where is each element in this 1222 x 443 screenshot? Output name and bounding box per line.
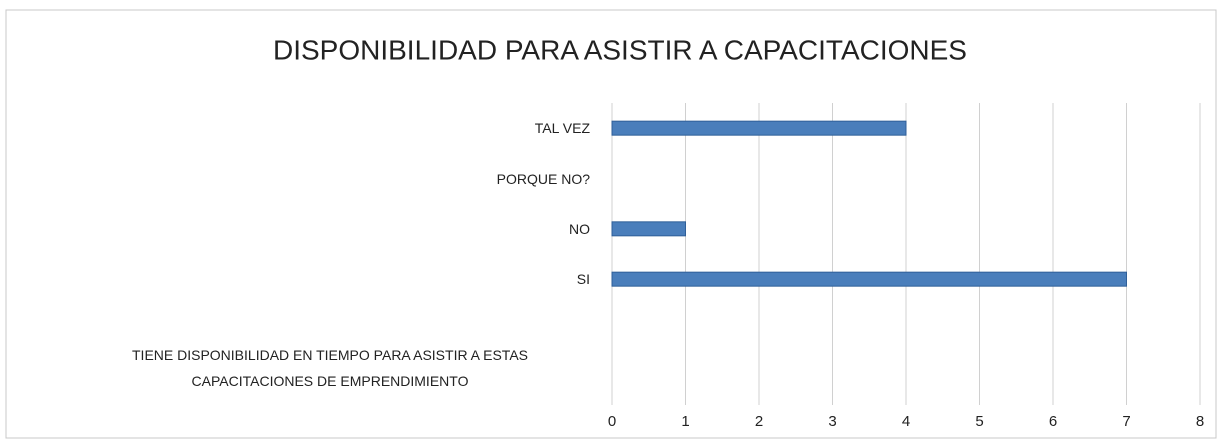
y-tick-label: TAL VEZ xyxy=(534,120,590,137)
x-tick-label: 0 xyxy=(608,413,616,430)
y-tick-label: NO xyxy=(569,220,590,237)
x-tick-label: 1 xyxy=(681,413,689,430)
x-tick-label: 5 xyxy=(975,413,983,430)
y-tick-label: TIENE DISPONIBILIDAD EN TIEMPO PARA ASIS… xyxy=(132,346,528,389)
chart-title: DISPONIBILIDAD PARA ASISTIR A CAPACITACI… xyxy=(273,34,967,65)
y-tick-label: PORQUE NO? xyxy=(496,170,590,187)
y-tick-label: SI xyxy=(576,271,590,288)
bar xyxy=(611,271,1127,287)
x-tick-label: 3 xyxy=(828,413,836,430)
chart-frame xyxy=(5,9,1217,439)
bar xyxy=(611,221,686,237)
bar xyxy=(611,120,907,136)
x-tick-label: 2 xyxy=(755,413,763,430)
x-tick-label: 6 xyxy=(1049,413,1057,430)
x-tick-label: 7 xyxy=(1122,413,1130,430)
x-tick-label: 4 xyxy=(902,413,910,430)
x-tick-label: 8 xyxy=(1196,413,1204,430)
